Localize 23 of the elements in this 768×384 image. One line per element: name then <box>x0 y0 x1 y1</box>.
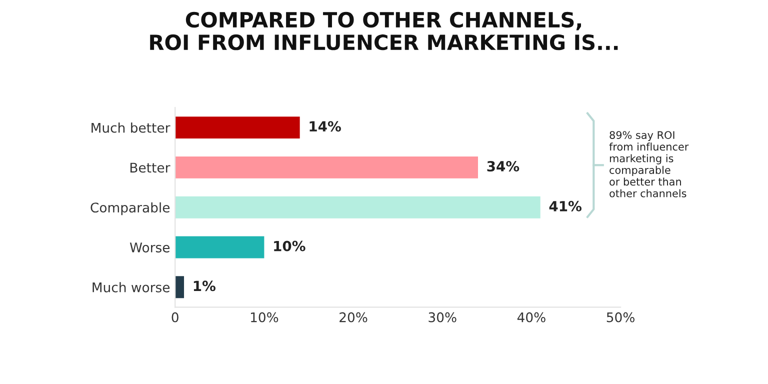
data-label: 14% <box>310 121 341 132</box>
bar <box>175 196 540 218</box>
x-tick-label: 30% <box>428 312 456 322</box>
annotation: 89% say ROI from influencer marketing is comparable or better than other channels <box>609 131 689 198</box>
data-label: 10% <box>274 240 306 252</box>
bar <box>175 156 478 178</box>
y-tick-label: Comparable <box>90 202 170 216</box>
x-tick-label: 10% <box>250 312 278 322</box>
x-tick-label: 20% <box>340 312 368 322</box>
chart-title: COMPARED TO OTHER CHANNELS, ROI FROM INFLUENCER MARKETING IS... <box>150 12 618 50</box>
y-tick-label: Much worse <box>92 282 170 292</box>
x-tick-label: 50% <box>606 312 634 322</box>
data-label: 1% <box>194 280 216 292</box>
x-tick-label: 40% <box>517 312 546 322</box>
x-tick-label: 0 <box>172 312 178 322</box>
bar <box>175 236 264 258</box>
data-label: 41% <box>549 200 582 212</box>
y-tick-label: Much better <box>92 122 170 133</box>
data-label: 34% <box>487 160 520 172</box>
y-tick-label: Better <box>130 162 170 173</box>
bar <box>175 116 300 139</box>
bar <box>175 276 184 298</box>
y-tick-label: Worse <box>130 242 170 252</box>
